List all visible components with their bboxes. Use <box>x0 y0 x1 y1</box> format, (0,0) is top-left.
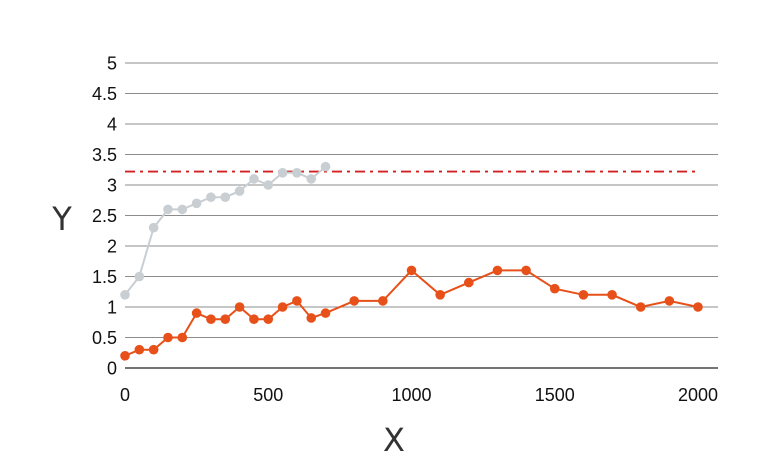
y-axis-title: Y <box>51 200 72 238</box>
series-2-point <box>349 296 360 306</box>
series-1-point <box>177 204 188 215</box>
y-tick-label: 0 <box>107 359 117 379</box>
series-2-point <box>549 283 560 294</box>
series-2-point <box>306 313 317 323</box>
series-2-point <box>163 332 173 343</box>
series-2-point <box>378 296 388 306</box>
y-tick-label: 1.5 <box>92 267 117 287</box>
series-2-point <box>292 296 302 306</box>
series-2-point <box>120 351 130 361</box>
series-2-point <box>263 314 274 325</box>
gridlines <box>125 62 718 338</box>
series-1-point <box>163 204 173 215</box>
series-2-point <box>320 308 331 318</box>
series-2-point <box>464 277 474 288</box>
y-tick-labels: 0 0.5 1 1.5 2 2.5 3 3.5 4 4.5 5 <box>92 54 117 379</box>
series-2-point <box>435 290 445 300</box>
series-1-point <box>320 161 331 172</box>
series-group <box>120 161 703 361</box>
y-tick-label: 0.5 <box>92 328 117 348</box>
y-tick-label: 2 <box>107 237 117 257</box>
series-2-point <box>191 308 202 318</box>
y-tick-label: 4 <box>107 115 117 135</box>
series-2-point <box>578 290 589 300</box>
x-tick-label: 1500 <box>535 385 575 405</box>
x-tick-labels: 0 500 1000 1500 2000 <box>120 385 718 405</box>
series-2-point <box>406 265 417 276</box>
series-2-point <box>249 314 259 325</box>
series-1-point <box>234 186 245 196</box>
series-2-point <box>177 332 188 343</box>
series-2-point <box>220 314 231 325</box>
series-1-point <box>292 168 302 178</box>
series-2 <box>120 265 703 361</box>
series-2-point <box>234 302 245 312</box>
series-2-point <box>148 344 159 355</box>
series-2-point <box>635 302 646 312</box>
y-tick-label: 5 <box>107 54 117 74</box>
x-tick-label: 500 <box>253 385 283 405</box>
series-2-point <box>664 296 675 306</box>
x-tick-label: 0 <box>120 385 130 405</box>
series-2-point <box>607 290 617 300</box>
series-2-point <box>206 314 216 325</box>
series-1-point <box>263 180 274 190</box>
series-2-point <box>134 344 145 355</box>
series-2-point <box>693 302 703 312</box>
x-tick-label: 2000 <box>678 385 718 405</box>
series-1-point <box>249 174 259 184</box>
series-1-point <box>120 290 130 300</box>
series-1-point <box>306 174 317 184</box>
series-1-point <box>277 168 288 178</box>
y-tick-label: 3 <box>107 176 117 196</box>
series-1 <box>120 161 331 300</box>
series-1-point <box>206 192 216 202</box>
x-axis-title: X <box>383 421 405 459</box>
series-2-point <box>277 302 288 312</box>
x-tick-label: 1000 <box>391 385 431 405</box>
y-tick-label: 3.5 <box>92 145 117 165</box>
y-tick-label: 1 <box>107 298 117 318</box>
series-2-point <box>521 265 531 276</box>
y-tick-label: 4.5 <box>92 84 117 104</box>
series-1-point <box>191 198 202 209</box>
series-1-point <box>134 271 145 282</box>
y-tick-label: 2.5 <box>92 206 117 226</box>
series-1-point <box>148 222 159 233</box>
series-2-line <box>124 269 699 357</box>
series-1-point <box>220 192 231 202</box>
series-2-point <box>492 265 503 276</box>
